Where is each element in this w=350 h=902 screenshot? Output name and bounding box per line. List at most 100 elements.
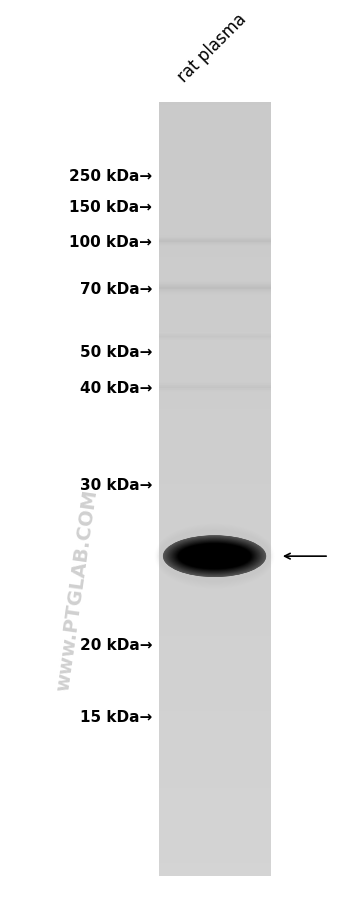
Bar: [159, 625, 271, 629]
Bar: [159, 483, 271, 487]
Bar: [159, 286, 271, 288]
Bar: [159, 337, 271, 340]
Bar: [159, 239, 271, 243]
Bar: [159, 474, 271, 477]
Bar: [159, 456, 271, 459]
Bar: [159, 161, 271, 165]
Bar: [159, 340, 271, 342]
Bar: [159, 280, 271, 281]
Bar: [159, 331, 271, 333]
Bar: [159, 497, 271, 500]
Bar: [159, 200, 271, 204]
Bar: [159, 814, 271, 816]
Bar: [159, 564, 271, 567]
Bar: [159, 267, 271, 271]
Text: 40 kDa→: 40 kDa→: [80, 381, 152, 396]
Bar: [159, 550, 271, 554]
Text: 250 kDa→: 250 kDa→: [69, 169, 152, 184]
Ellipse shape: [168, 538, 261, 575]
Bar: [159, 121, 271, 124]
Ellipse shape: [176, 543, 253, 570]
Bar: [159, 471, 271, 474]
Bar: [159, 360, 271, 364]
Bar: [159, 241, 271, 243]
Bar: [159, 435, 271, 438]
Bar: [159, 778, 271, 781]
Bar: [159, 249, 271, 253]
Bar: [159, 296, 271, 298]
Bar: [159, 723, 271, 727]
Bar: [159, 391, 271, 392]
Bar: [159, 824, 271, 827]
Bar: [159, 387, 271, 388]
Bar: [159, 422, 271, 426]
Bar: [159, 530, 271, 533]
Bar: [159, 133, 271, 137]
Bar: [159, 375, 271, 379]
Ellipse shape: [178, 544, 251, 569]
Ellipse shape: [173, 541, 256, 572]
Ellipse shape: [167, 538, 262, 575]
Bar: [159, 339, 271, 343]
Bar: [159, 290, 271, 291]
Bar: [159, 142, 271, 144]
Bar: [159, 235, 271, 237]
Bar: [159, 468, 271, 472]
Bar: [159, 342, 271, 344]
Bar: [159, 128, 271, 132]
Bar: [159, 401, 271, 405]
Bar: [159, 803, 271, 806]
Bar: [159, 769, 271, 773]
Bar: [159, 404, 271, 408]
Bar: [159, 407, 271, 410]
Bar: [159, 383, 271, 387]
Bar: [159, 489, 271, 492]
Bar: [159, 131, 271, 134]
Bar: [159, 649, 271, 652]
Bar: [159, 708, 271, 711]
Bar: [159, 107, 271, 111]
Bar: [159, 597, 271, 601]
Bar: [159, 414, 271, 418]
Bar: [159, 385, 271, 387]
Bar: [159, 816, 271, 819]
Bar: [159, 612, 271, 616]
Bar: [159, 293, 271, 297]
Bar: [159, 152, 271, 155]
Bar: [159, 532, 271, 536]
Ellipse shape: [174, 541, 255, 572]
Bar: [159, 540, 271, 544]
Bar: [159, 589, 271, 593]
Bar: [159, 450, 271, 454]
Bar: [159, 522, 271, 526]
Bar: [159, 796, 271, 798]
Ellipse shape: [163, 536, 266, 577]
Bar: [159, 337, 271, 339]
Bar: [159, 844, 271, 848]
Bar: [159, 821, 271, 824]
Bar: [159, 476, 271, 479]
Bar: [159, 872, 271, 876]
Bar: [159, 437, 271, 441]
Bar: [159, 281, 271, 284]
Bar: [159, 592, 271, 595]
Bar: [159, 236, 271, 238]
Text: 100 kDa→: 100 kDa→: [69, 235, 152, 250]
Bar: [159, 154, 271, 158]
Bar: [159, 574, 271, 577]
Ellipse shape: [162, 535, 267, 578]
Bar: [159, 759, 271, 763]
Bar: [159, 308, 271, 312]
Ellipse shape: [165, 537, 264, 576]
Bar: [159, 741, 271, 745]
Bar: [159, 658, 271, 662]
Bar: [159, 164, 271, 168]
Bar: [159, 615, 271, 619]
Ellipse shape: [168, 538, 261, 575]
Bar: [159, 445, 271, 448]
Bar: [159, 157, 271, 160]
Ellipse shape: [174, 541, 256, 572]
Bar: [159, 136, 271, 140]
Bar: [159, 780, 271, 783]
Bar: [159, 381, 271, 382]
